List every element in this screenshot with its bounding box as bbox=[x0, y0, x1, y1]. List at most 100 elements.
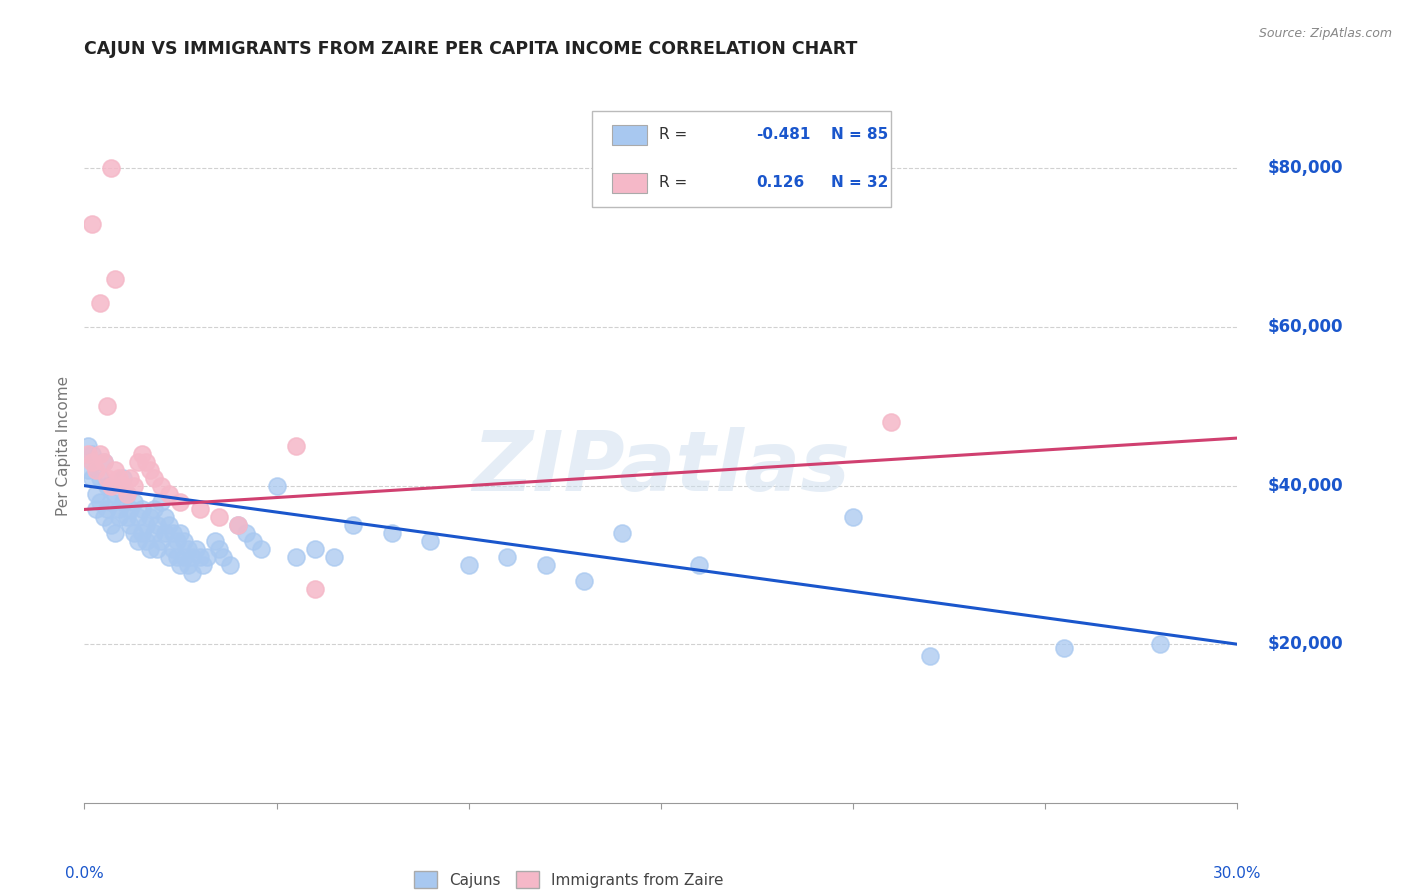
Point bbox=[177, 542, 200, 557]
Text: N = 85: N = 85 bbox=[831, 128, 889, 142]
Point bbox=[193, 558, 215, 572]
Point bbox=[169, 494, 191, 508]
Point bbox=[104, 486, 127, 500]
Point bbox=[195, 549, 218, 564]
Text: Source: ZipAtlas.com: Source: ZipAtlas.com bbox=[1258, 27, 1392, 40]
Point bbox=[108, 510, 131, 524]
Point bbox=[304, 582, 326, 596]
Point bbox=[104, 272, 127, 286]
Point bbox=[419, 534, 441, 549]
Point bbox=[204, 534, 226, 549]
Point bbox=[111, 478, 134, 492]
Point bbox=[173, 534, 195, 549]
Point bbox=[108, 471, 131, 485]
Point bbox=[226, 518, 249, 533]
Point bbox=[188, 549, 211, 564]
Point bbox=[142, 526, 165, 541]
Point bbox=[1149, 637, 1171, 651]
Point bbox=[534, 558, 557, 572]
Point bbox=[177, 558, 200, 572]
Point bbox=[100, 518, 122, 533]
Point bbox=[124, 494, 146, 508]
Point bbox=[84, 502, 107, 516]
Point bbox=[1053, 641, 1076, 656]
Point bbox=[120, 502, 142, 516]
Point bbox=[181, 549, 204, 564]
Point bbox=[211, 549, 233, 564]
Point bbox=[84, 486, 107, 500]
Point bbox=[150, 534, 173, 549]
Point bbox=[120, 518, 142, 533]
Text: $20,000: $20,000 bbox=[1268, 635, 1344, 653]
Point bbox=[131, 447, 153, 461]
Point bbox=[142, 502, 165, 516]
Point bbox=[157, 549, 180, 564]
Text: $40,000: $40,000 bbox=[1268, 476, 1344, 495]
Point bbox=[80, 217, 103, 231]
Point bbox=[153, 510, 176, 524]
Text: $60,000: $60,000 bbox=[1268, 318, 1344, 336]
Text: N = 32: N = 32 bbox=[831, 176, 889, 190]
Text: -0.481: -0.481 bbox=[756, 128, 811, 142]
Point bbox=[84, 463, 107, 477]
Point bbox=[181, 566, 204, 580]
Point bbox=[150, 494, 173, 508]
Point bbox=[153, 526, 176, 541]
Point bbox=[120, 471, 142, 485]
FancyBboxPatch shape bbox=[613, 125, 647, 145]
Point bbox=[138, 463, 160, 477]
Point bbox=[169, 558, 191, 572]
Legend: Cajuns, Immigrants from Zaire: Cajuns, Immigrants from Zaire bbox=[413, 871, 723, 888]
Point bbox=[184, 542, 207, 557]
Point bbox=[146, 518, 169, 533]
Text: ZIPatlas: ZIPatlas bbox=[472, 427, 849, 508]
Point bbox=[226, 518, 249, 533]
Point bbox=[173, 549, 195, 564]
Point bbox=[80, 455, 103, 469]
Point bbox=[142, 471, 165, 485]
Point bbox=[96, 502, 118, 516]
Point bbox=[77, 463, 100, 477]
Text: $80,000: $80,000 bbox=[1268, 160, 1344, 178]
Point bbox=[96, 400, 118, 414]
Point bbox=[138, 510, 160, 524]
Point bbox=[89, 296, 111, 310]
Point bbox=[131, 502, 153, 516]
Point bbox=[89, 471, 111, 485]
FancyBboxPatch shape bbox=[592, 111, 891, 207]
Point bbox=[880, 415, 903, 429]
Point bbox=[124, 526, 146, 541]
Point bbox=[166, 534, 188, 549]
Point bbox=[157, 518, 180, 533]
Text: 0.0%: 0.0% bbox=[65, 866, 104, 881]
Point bbox=[115, 486, 138, 500]
Point bbox=[131, 526, 153, 541]
Point bbox=[457, 558, 479, 572]
Text: R =: R = bbox=[658, 176, 692, 190]
Point bbox=[93, 510, 115, 524]
Point bbox=[135, 455, 157, 469]
Point bbox=[111, 494, 134, 508]
Point bbox=[688, 558, 710, 572]
Point bbox=[135, 518, 157, 533]
Text: CAJUN VS IMMIGRANTS FROM ZAIRE PER CAPITA INCOME CORRELATION CHART: CAJUN VS IMMIGRANTS FROM ZAIRE PER CAPIT… bbox=[84, 40, 858, 58]
Point bbox=[572, 574, 595, 588]
Point bbox=[235, 526, 257, 541]
Point bbox=[166, 549, 188, 564]
Point bbox=[612, 526, 634, 541]
Point bbox=[93, 455, 115, 469]
Point bbox=[104, 526, 127, 541]
Point bbox=[100, 478, 122, 492]
Point bbox=[89, 447, 111, 461]
Y-axis label: Per Capita Income: Per Capita Income bbox=[56, 376, 72, 516]
Text: R =: R = bbox=[658, 128, 692, 142]
Point bbox=[127, 510, 149, 524]
Point bbox=[266, 478, 288, 492]
Point bbox=[100, 494, 122, 508]
Point bbox=[77, 439, 100, 453]
Point bbox=[842, 510, 865, 524]
Point bbox=[342, 518, 364, 533]
Point bbox=[381, 526, 404, 541]
Point bbox=[127, 455, 149, 469]
Point bbox=[77, 447, 100, 461]
